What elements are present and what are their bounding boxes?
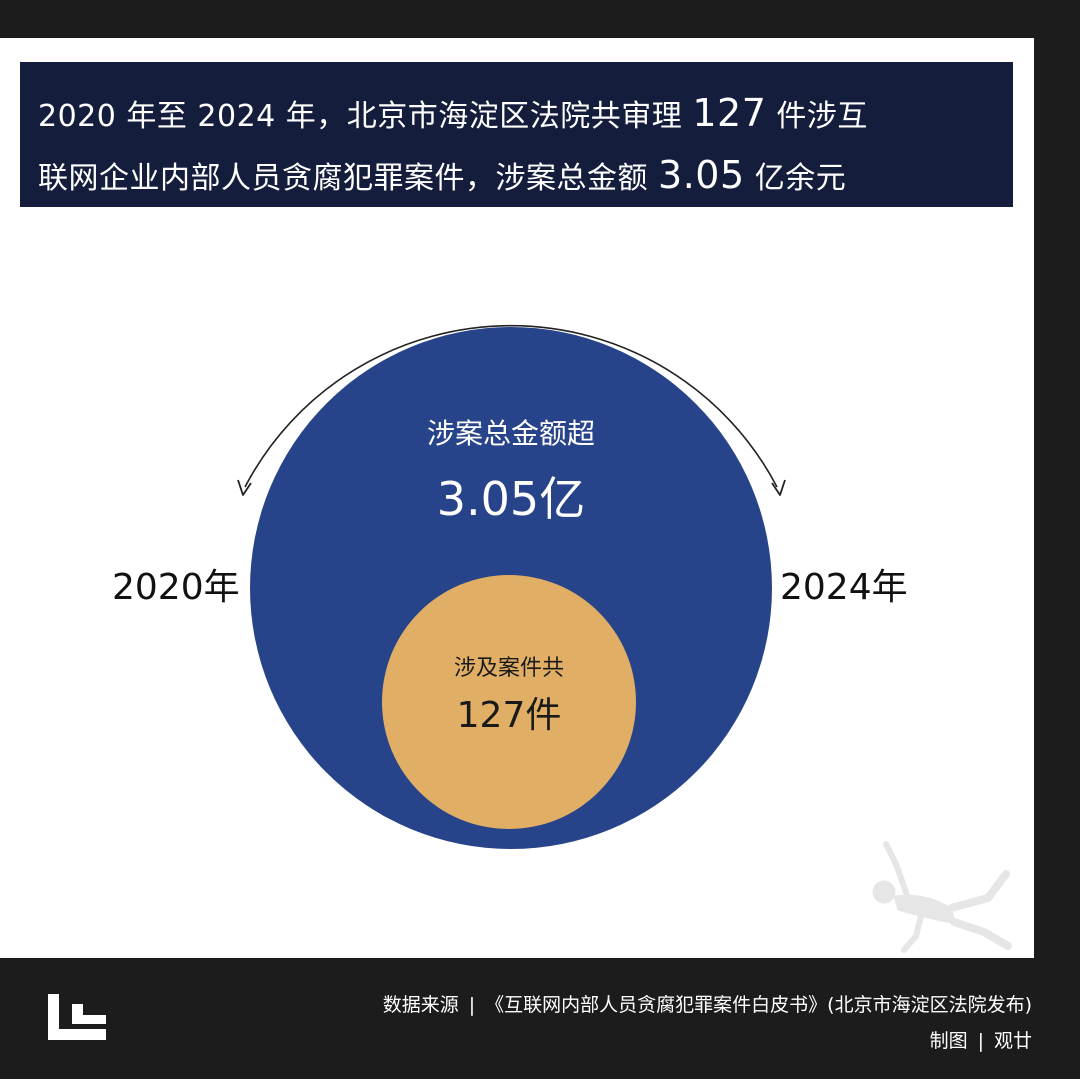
headline-text: 2020 年至 2024 年，北京市海淀区法院共审理 (38, 99, 693, 134)
source-label: 数据来源 (382, 994, 459, 1016)
headline-text: 亿余元 (744, 161, 847, 196)
headline-line-2: 联网企业内部人员贪腐犯罪案件，涉案总金额 3.05 亿余元 (38, 146, 995, 208)
case-caption: 涉及案件共 (453, 656, 564, 681)
headline-line-1: 2020 年至 2024 年，北京市海淀区法院共审理 127 件涉互 (38, 84, 995, 146)
infographic-card: 2020 年至 2024 年，北京市海淀区法院共审理 127 件涉互 联网企业内… (0, 38, 1034, 958)
credit-line: 制图 | 观廿 (930, 1026, 1032, 1053)
credit-value: 观廿 (993, 1030, 1032, 1052)
source-text: 《互联网内部人员贪腐犯罪案件白皮书》(北京市海淀区法院发布) (485, 994, 1032, 1016)
footer: 数据来源 | 《互联网内部人员贪腐犯罪案件白皮书》(北京市海淀区法院发布) 制图 | 观… (0, 958, 1080, 1079)
amount-value: 3.05亿 (436, 472, 586, 526)
curved-arrow-icon (237, 324, 786, 496)
headline-amount: 3.05 (658, 153, 745, 197)
case-value: 127件 (456, 695, 562, 736)
stacked-L-logo-icon (48, 994, 106, 1040)
separator: | (468, 994, 476, 1016)
falling-figure-icon (872, 841, 1012, 953)
case-count-circle (382, 575, 636, 829)
start-year-label: 2020年 (112, 567, 240, 608)
headline-case-count: 127 (692, 91, 767, 135)
end-year-label: 2024年 (780, 567, 908, 608)
headline-banner: 2020 年至 2024 年，北京市海淀区法院共审理 127 件涉互 联网企业内… (20, 62, 1013, 207)
amount-caption: 涉案总金额超 (426, 417, 595, 450)
separator: | (977, 1030, 984, 1052)
credit-label: 制图 (929, 1030, 968, 1052)
headline-text: 联网企业内部人员贪腐犯罪案件，涉案总金额 (38, 161, 659, 196)
source-line: 数据来源 | 《互联网内部人员贪腐犯罪案件白皮书》(北京市海淀区法院发布) (383, 990, 1032, 1017)
headline-text: 件涉互 (766, 99, 868, 134)
